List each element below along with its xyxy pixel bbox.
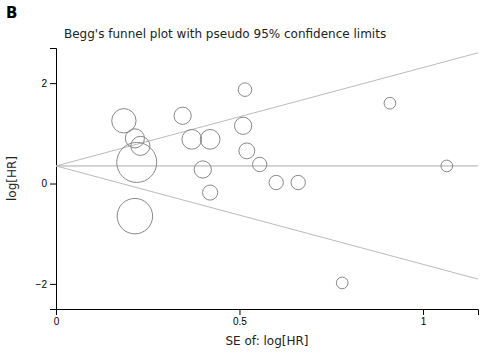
point (239, 143, 255, 159)
points (112, 83, 453, 289)
point (174, 107, 191, 124)
x-tick: 0.5 (233, 309, 247, 327)
line (56, 53, 478, 166)
point (182, 129, 202, 149)
y-tick-mark (50, 284, 56, 285)
point (441, 160, 453, 172)
point (336, 277, 348, 289)
y-tick-mark (50, 184, 56, 185)
point (117, 142, 157, 182)
x-axis-line (57, 310, 479, 316)
x-axis: 00.51 (54, 309, 479, 327)
marks (56, 53, 478, 289)
x-tick-label: 1 (421, 316, 427, 327)
point (269, 175, 283, 189)
x-tick-label: 0 (54, 316, 60, 327)
y-axis: −2 0 2 (36, 49, 57, 310)
line (56, 166, 478, 279)
y-tick-mark (50, 83, 56, 84)
panel-label: B (6, 4, 17, 22)
point (252, 157, 266, 171)
y-tick: 0 (41, 178, 56, 189)
point (117, 198, 152, 233)
y-tick-label: 0 (41, 178, 47, 189)
y-axis-title: log[HR] (5, 156, 19, 201)
point (291, 175, 305, 189)
y-tick: 2 (41, 78, 56, 89)
point (238, 83, 252, 97)
y-axis-line (50, 49, 57, 310)
x-tick-mark (423, 309, 424, 315)
point (203, 185, 218, 200)
plot-area: 00.51−202 (36, 49, 479, 328)
point (194, 161, 211, 178)
x-tick: 0 (54, 309, 60, 327)
x-tick-label: 0.5 (233, 316, 247, 327)
x-axis-title: SE of: log[HR] (225, 334, 308, 348)
point (200, 129, 220, 149)
y-tick-label: 2 (41, 78, 47, 89)
y-tick-label: −2 (36, 279, 48, 290)
x-tick: 1 (421, 309, 427, 327)
chart: 00.51−202BBegg's funnel plot with pseudo… (0, 0, 500, 355)
point (235, 117, 252, 134)
x-tick-mark (239, 309, 240, 315)
title: Begg's funnel plot with pseudo 95% confi… (64, 27, 386, 41)
point (384, 97, 396, 109)
y-tick: −2 (36, 279, 56, 290)
